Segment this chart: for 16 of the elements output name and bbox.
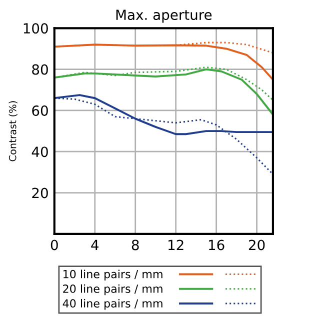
x-tick-label: 4 [91, 240, 99, 250]
legend-label: 40 line pairs / mm [62, 298, 162, 310]
x-tick-label: 16 [208, 240, 224, 250]
y-tick-label: 40 [32, 146, 48, 158]
chart-title: Max. aperture [116, 10, 212, 23]
x-tick-label: 0 [50, 240, 58, 250]
y-tick-label: 100 [24, 23, 48, 34]
y-tick-label: 60 [32, 105, 48, 116]
y-axis-title: Contrast (%) [8, 101, 18, 162]
x-tick-label: 8 [132, 240, 139, 250]
x-tick-label: 12 [168, 240, 184, 250]
x-tick-label: 20 [248, 240, 265, 250]
y-tick-label: 80 [32, 64, 48, 75]
legend-label: 10 line pairs / mm [63, 270, 162, 280]
y-tick-label: 20 [32, 188, 48, 198]
legend-label: 20 line pairs / mm [63, 284, 162, 296]
